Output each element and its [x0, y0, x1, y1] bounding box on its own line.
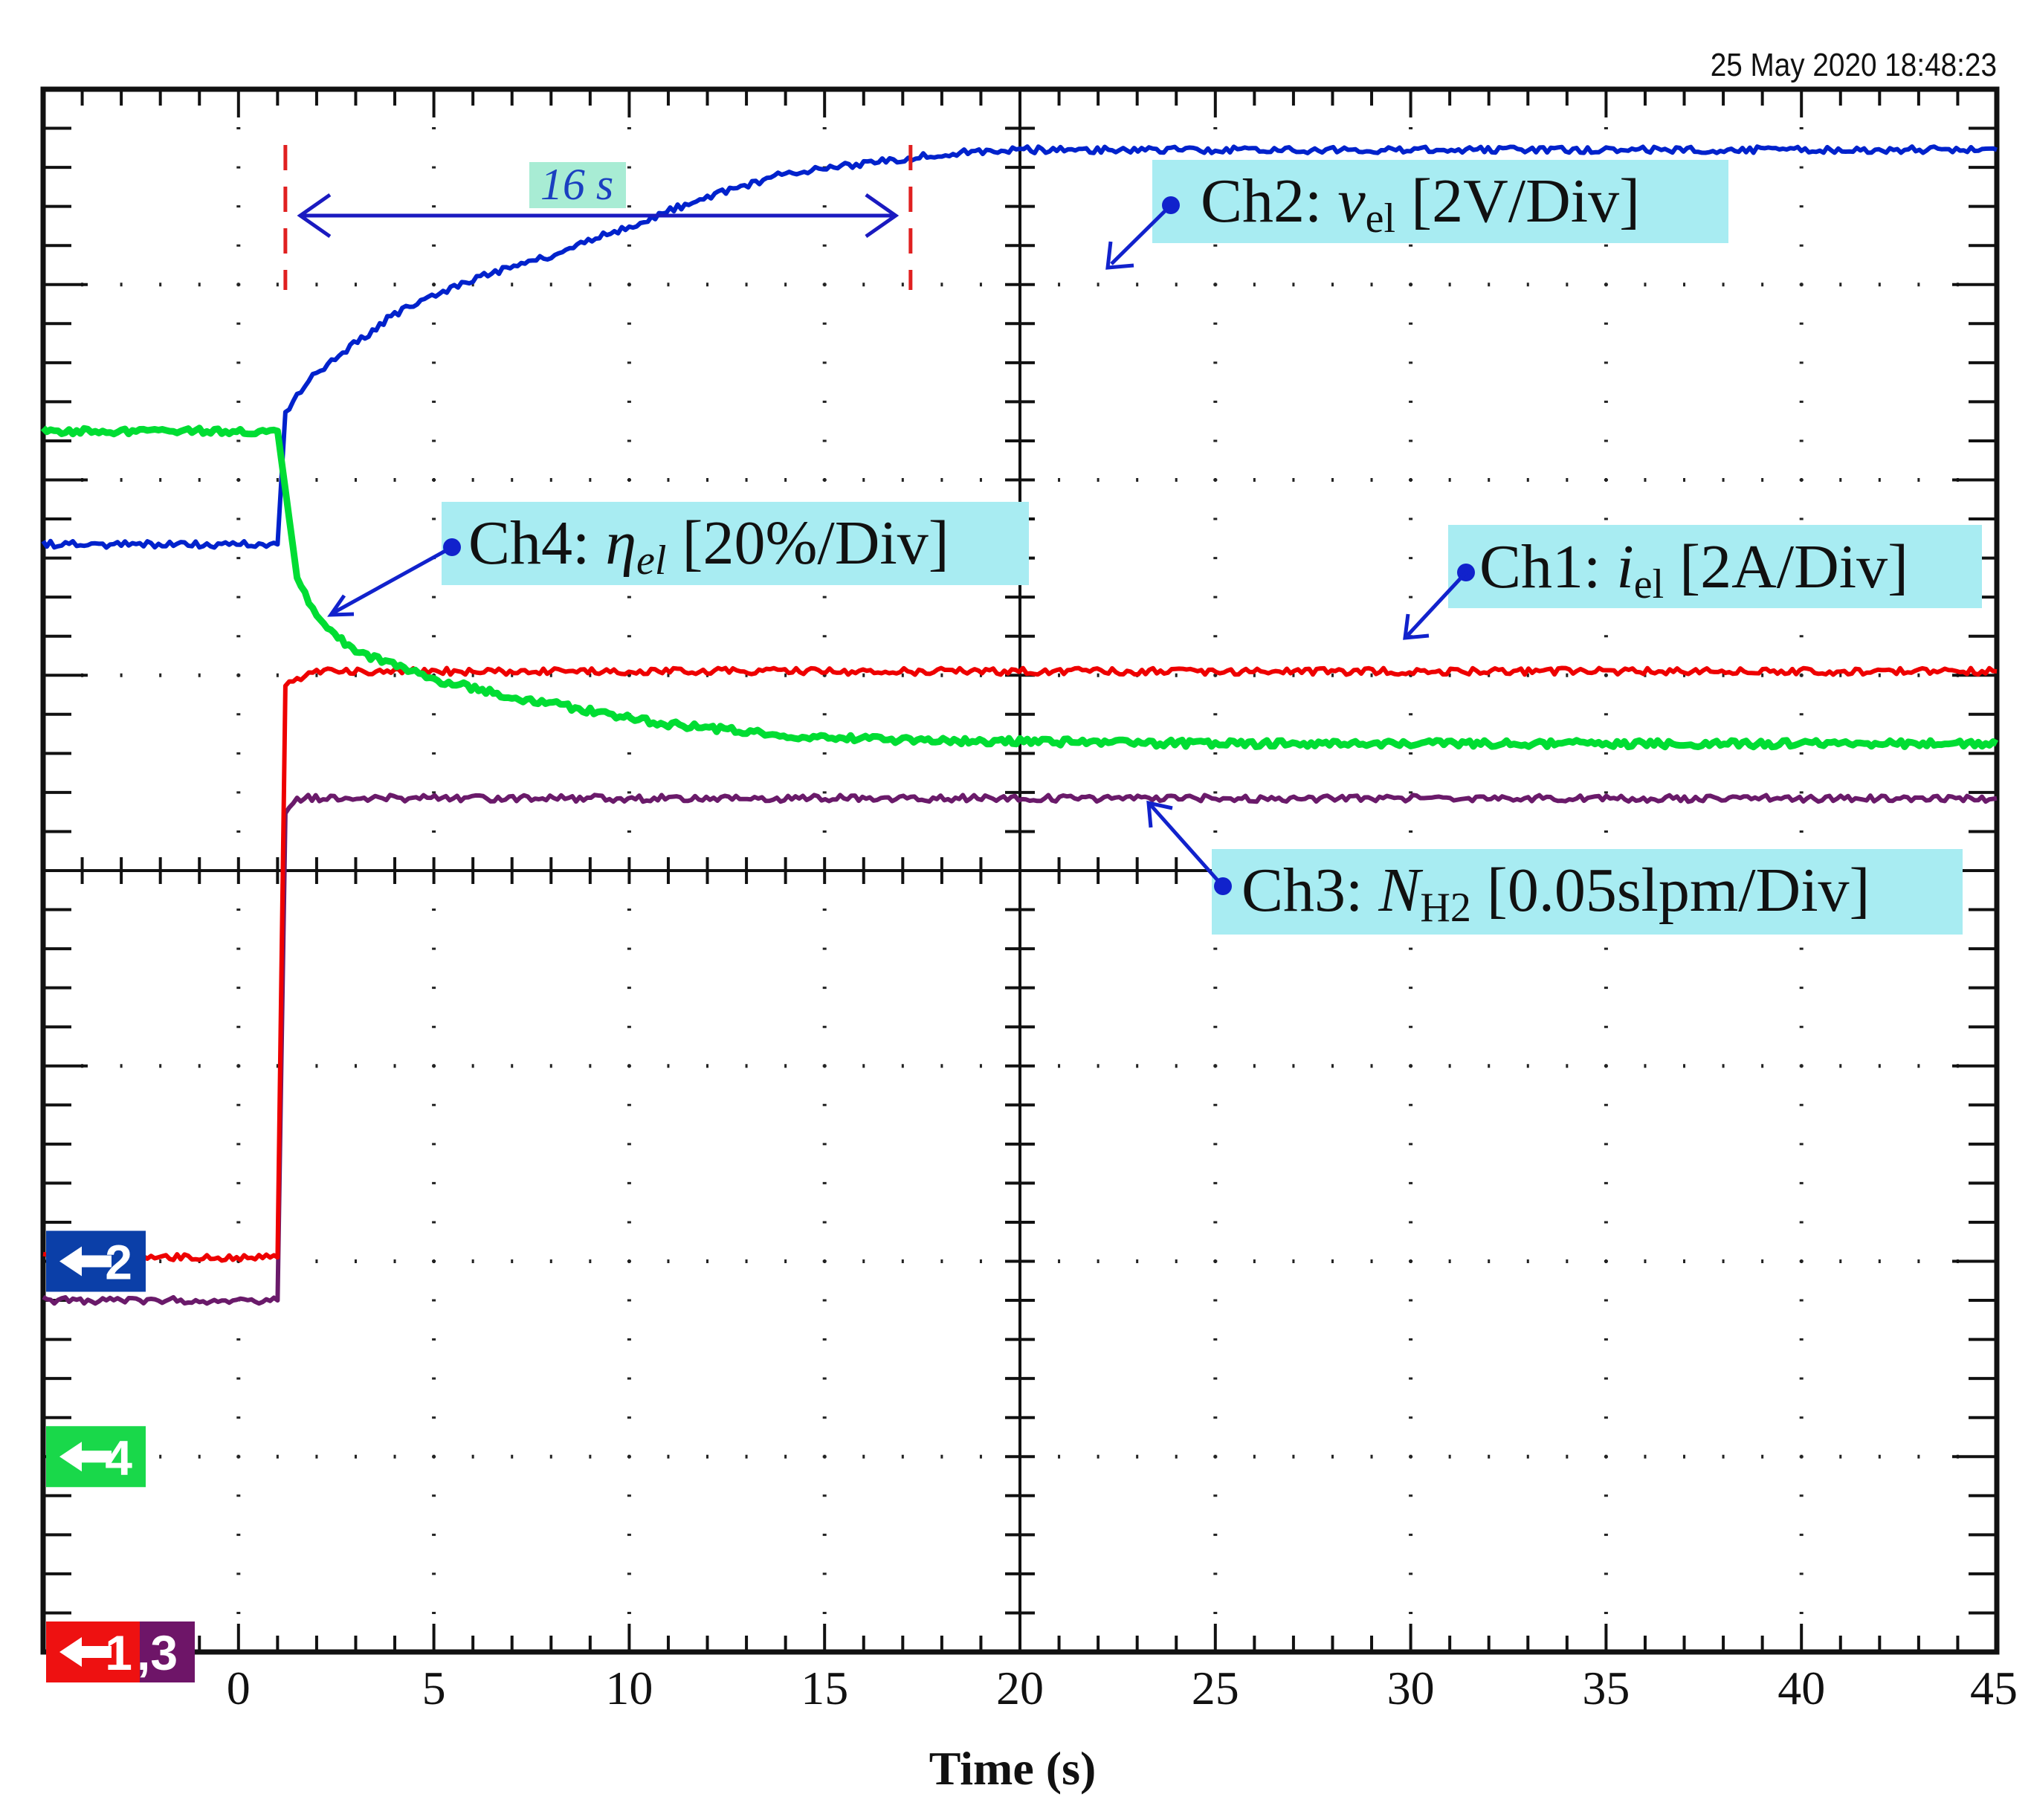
x-tick-labels: 0 5 10 15 20 25 30 35 40 45 — [227, 1662, 2018, 1714]
marker-ch1-label: 1 — [105, 1625, 132, 1680]
callout-ch4: Ch4: ηel [20%/Div] — [327, 502, 1029, 617]
trace-ch4 — [40, 425, 1999, 751]
marker-ch1-arrow-icon — [59, 1637, 112, 1667]
x-tick-label: 25 — [1192, 1662, 1239, 1714]
x-tick-label: 45 — [1970, 1662, 2018, 1714]
duration-label: 16 s — [540, 160, 613, 209]
x-tick-label: 40 — [1777, 1662, 1825, 1714]
plot-frame — [40, 86, 2000, 1655]
marker-ch4-label: 4 — [105, 1430, 132, 1485]
callout-ch3-arrowhead — [1146, 800, 1173, 828]
marker-ch4: 4 — [46, 1426, 146, 1488]
callout-ch4-text: Ch4: ηel [20%/Div] — [468, 509, 949, 584]
trace-ch2 — [41, 144, 1998, 550]
callout-ch3-bg — [1212, 849, 1963, 935]
x-tick-label: 5 — [422, 1662, 446, 1714]
callout-ch1-text: Ch1: iel [2A/Div] — [1479, 532, 1908, 607]
callout-ch1-bg — [1448, 525, 1982, 608]
callout-ch2-arrow — [1110, 204, 1172, 265]
marker-ch2-arrow-icon — [59, 1246, 112, 1277]
callout-ch4-arrowhead — [327, 594, 355, 617]
callout-ch2-bg — [1152, 160, 1728, 243]
traces — [40, 144, 1999, 1306]
x-tick-label: 35 — [1582, 1662, 1630, 1714]
callout-ch2: Ch2: vel [2V/Div] — [1105, 160, 1728, 270]
marker-ch1-ch3: 1 ,3 — [46, 1621, 195, 1682]
marker-ch2: 2 — [46, 1230, 146, 1292]
marker-ch3-label: ,3 — [137, 1625, 178, 1680]
callout-ch3-text: Ch3: NH2 [0.05slpm/Div] — [1241, 856, 1870, 931]
timestamp: 25 May 2020 18:48:23 — [1711, 46, 1997, 83]
marker-ch4-arrow-icon — [59, 1442, 112, 1472]
callout-ch1-arrowhead — [1403, 613, 1430, 640]
measurement-16s: 16 s — [283, 145, 913, 290]
x-tick-label: 10 — [605, 1662, 653, 1714]
duration-arrowhead-left — [297, 193, 332, 239]
callout-ch3: Ch3: NH2 [0.05slpm/Div] — [1146, 800, 1963, 935]
callout-ch4-bg — [442, 502, 1029, 585]
x-tick-label: 30 — [1387, 1662, 1435, 1714]
marker-ch3-bg — [140, 1621, 195, 1682]
trace-ch1 — [42, 665, 1998, 1263]
x-tick-label: 20 — [996, 1662, 1044, 1714]
callout-ch3-arrow — [1149, 804, 1224, 888]
callout-ch4-arrow — [331, 545, 453, 616]
callout-ch1: Ch1: iel [2A/Div] — [1403, 525, 1982, 640]
x-axis-label: Time (s) — [929, 1742, 1097, 1795]
x-tick-label: 15 — [801, 1662, 848, 1714]
trace-ch3 — [42, 793, 1998, 1306]
callout-ch2-arrowhead — [1105, 241, 1134, 270]
callout-ch1-arrow — [1406, 571, 1467, 637]
x-tick-label: 0 — [227, 1662, 251, 1714]
duration-arrowhead-right — [865, 193, 900, 239]
callout-ch2-text: Ch2: vel [2V/Div] — [1201, 167, 1640, 242]
marker-ch2-label: 2 — [105, 1235, 132, 1290]
duration-label-bg — [529, 162, 626, 208]
